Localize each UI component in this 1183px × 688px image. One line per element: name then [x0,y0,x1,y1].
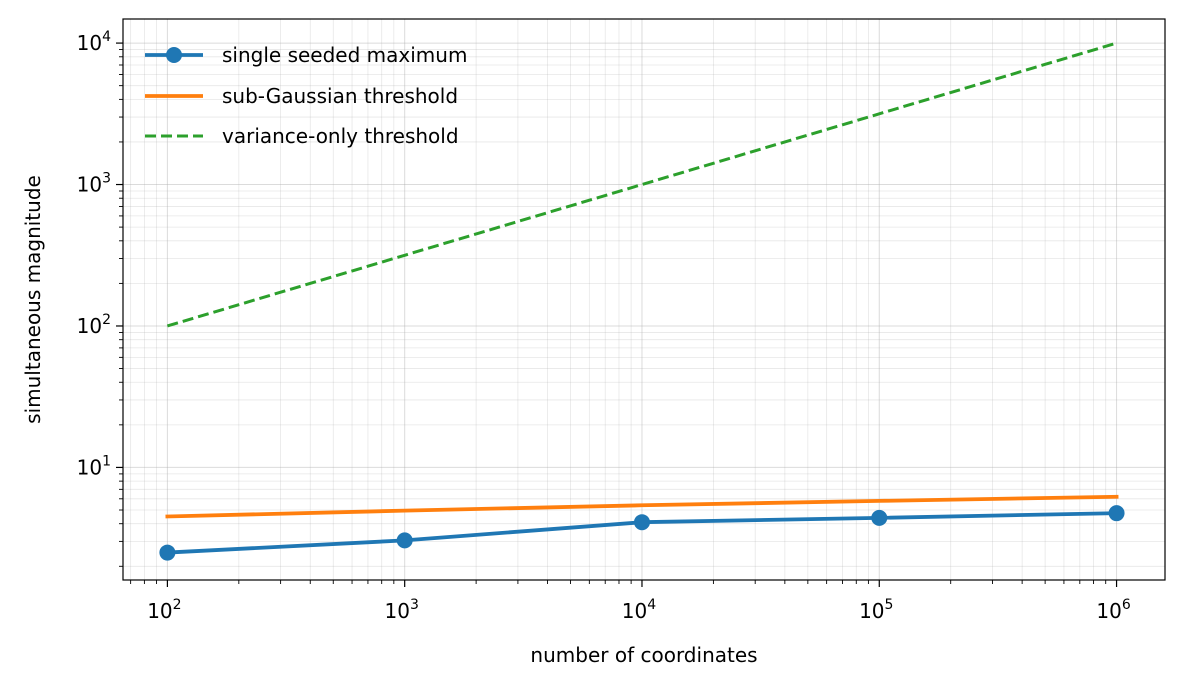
ticks [116,42,1118,587]
y-tick-label: 102 [77,312,111,338]
data-point-single-seeded-maximum [159,544,176,561]
x-tick-label: 103 [384,597,418,623]
data-point-single-seeded-maximum [396,532,413,549]
plot-frame [122,18,1166,581]
x-axis-label: number of coordinates [530,643,757,667]
legend: single seeded maximum sub-Gaussian thres… [145,43,467,148]
legend-label-variance-only-threshold: variance-only threshold [222,124,459,148]
legend-marker-single-seeded-maximum [166,47,182,63]
data-point-single-seeded-maximum [871,509,888,526]
series-line-sub-gaussian-threshold [165,494,1119,519]
y-tick-label: 104 [77,29,111,55]
x-tick-label: 105 [859,597,893,623]
legend-label-sub-gaussian-threshold: sub-Gaussian threshold [222,84,458,108]
series-layer [159,41,1125,561]
y-tick-label: 103 [77,171,111,197]
x-tick-label: 102 [147,597,181,623]
data-point-single-seeded-maximum [1108,505,1125,522]
y-axis-label: simultaneous magnitude [21,175,45,424]
tick-labels: 102 103 104 105 106 101 102 103 104 [77,29,1131,623]
legend-label-single-seeded-maximum: single seeded maximum [222,43,467,67]
x-tick-label: 104 [622,597,656,623]
y-tick-label: 101 [77,453,111,479]
data-point-single-seeded-maximum [633,514,650,531]
grid [123,19,1165,580]
x-tick-label: 106 [1096,597,1130,623]
legend-entry-2: variance-only threshold [145,124,459,148]
legend-entry-1: sub-Gaussian threshold [145,84,458,108]
legend-entry-0: single seeded maximum [145,43,467,67]
series-line-variance-only-threshold [166,41,1117,328]
